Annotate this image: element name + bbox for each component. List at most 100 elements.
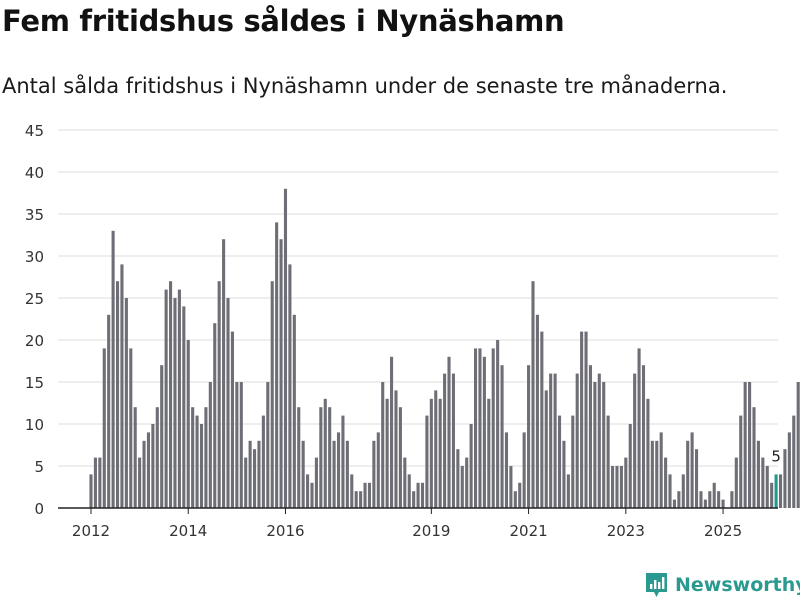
bar <box>712 482 716 508</box>
x-tick-label: 2019 <box>412 522 450 540</box>
bar <box>655 440 659 508</box>
bar <box>367 482 372 508</box>
bar <box>778 474 783 508</box>
y-tick-label: 5 <box>34 458 44 476</box>
bar <box>734 457 738 508</box>
bar <box>138 457 142 508</box>
bar <box>681 474 685 508</box>
bar <box>434 390 438 508</box>
bar <box>226 298 230 508</box>
bar <box>721 499 725 508</box>
bar <box>668 474 672 508</box>
bar <box>597 373 601 508</box>
bar <box>650 440 654 508</box>
y-tick-label: 15 <box>25 374 44 392</box>
bar <box>584 331 588 508</box>
bar <box>279 239 283 508</box>
bar <box>717 491 721 508</box>
bar <box>398 407 402 508</box>
bar <box>509 466 513 508</box>
bar <box>460 466 464 508</box>
bar <box>155 407 159 508</box>
bar <box>359 491 363 508</box>
bar <box>624 457 628 508</box>
bar <box>672 499 676 508</box>
bar <box>376 432 380 508</box>
bar <box>465 457 469 508</box>
bar <box>535 314 539 508</box>
bar <box>783 449 787 508</box>
chart-title: Fem fritidshus såldes i Nynäshamn <box>2 4 565 38</box>
bar <box>743 382 747 508</box>
bar <box>394 390 398 508</box>
bar <box>275 222 279 508</box>
y-tick-label: 25 <box>25 290 44 308</box>
bar <box>500 365 504 508</box>
bar <box>553 373 557 508</box>
bar <box>354 491 358 508</box>
bar <box>606 415 610 508</box>
bar <box>677 491 681 508</box>
bar <box>761 457 765 508</box>
x-axis <box>58 507 778 514</box>
bar <box>239 382 243 508</box>
bar <box>602 382 606 508</box>
bar <box>752 407 756 508</box>
y-axis-tick-labels: 0 5 10 15 20 25 30 35 40 45 <box>25 122 44 518</box>
bar <box>588 365 593 508</box>
bar <box>173 298 177 508</box>
bar <box>142 440 146 508</box>
bar <box>765 466 769 508</box>
y-tick-label: 20 <box>25 332 44 350</box>
bar <box>252 449 257 508</box>
bar <box>204 407 208 508</box>
bar <box>301 440 305 508</box>
bar <box>270 281 274 508</box>
bar <box>292 314 296 508</box>
bar <box>748 382 752 508</box>
bar <box>306 474 310 508</box>
bar <box>787 432 791 508</box>
y-tick-label: 40 <box>25 164 44 182</box>
bar <box>191 407 195 508</box>
bar <box>540 331 544 508</box>
newsworthy-brand: Newsworthy <box>644 570 800 600</box>
x-axis-tick-labels: 2012 2014 2016 2019 2021 2023 2025 <box>72 522 742 540</box>
bar <box>429 398 433 508</box>
bar <box>199 424 204 508</box>
bar <box>102 348 106 508</box>
bar <box>266 382 270 508</box>
bar <box>323 398 327 508</box>
bar <box>297 407 301 508</box>
bar <box>425 415 429 508</box>
bar <box>160 365 164 508</box>
bar-highlighted <box>774 474 778 508</box>
bar <box>288 264 292 508</box>
bar <box>456 449 460 508</box>
bar <box>385 398 389 508</box>
x-tick-label: 2023 <box>607 522 645 540</box>
y-tick-label: 10 <box>25 416 44 434</box>
bar <box>447 356 451 508</box>
bar <box>390 356 394 508</box>
bar <box>319 407 323 508</box>
bar <box>283 188 288 509</box>
bar <box>363 482 367 508</box>
bar <box>633 373 637 508</box>
bar <box>580 331 584 508</box>
x-tick-label: 2025 <box>704 522 742 540</box>
y-tick-label: 45 <box>25 122 44 140</box>
bar <box>703 499 707 508</box>
bar <box>310 482 314 508</box>
bar <box>619 466 623 508</box>
bar <box>513 491 517 508</box>
bar <box>518 482 522 508</box>
bar <box>345 440 349 508</box>
bar <box>244 457 248 508</box>
bar <box>708 491 712 508</box>
bar <box>739 415 743 508</box>
bar <box>195 415 199 508</box>
bar <box>549 373 553 508</box>
bar <box>111 230 115 509</box>
bar <box>336 432 341 508</box>
